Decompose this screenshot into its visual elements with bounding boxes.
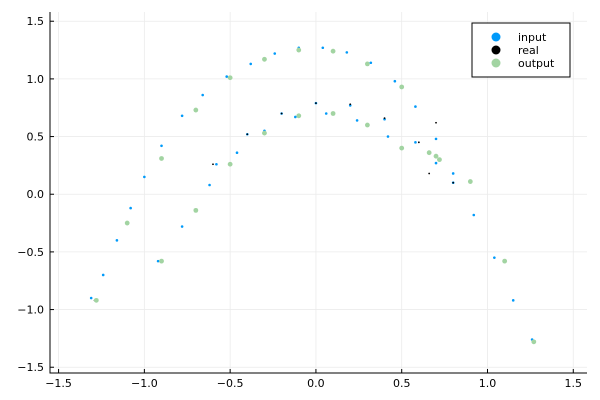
- input-point-12: [321, 46, 325, 50]
- real-point-26: [315, 102, 317, 105]
- axis-lines: [49, 12, 587, 374]
- x-tick-label-6: 1.5: [565, 377, 583, 390]
- output-point-22: [433, 153, 439, 159]
- real-point-22: [428, 172, 431, 175]
- input-point-16: [414, 105, 417, 108]
- y-tick-label-2: −0.5: [17, 246, 44, 259]
- input-point-3: [129, 206, 132, 210]
- legend-output-marker: [491, 58, 501, 68]
- input-point-9: [249, 62, 253, 66]
- legend: input real output: [471, 22, 571, 78]
- input-point-0: [89, 296, 93, 300]
- legend-input-marker: [491, 32, 501, 42]
- input-point-19: [472, 213, 476, 217]
- input-point-17: [434, 137, 438, 141]
- input-point-2: [115, 239, 119, 242]
- output-point-17: [262, 130, 267, 136]
- input-point-38: [414, 141, 417, 144]
- output-point-8: [365, 61, 370, 67]
- output-point-0: [93, 297, 99, 303]
- output-point-18: [296, 113, 302, 119]
- input-point-1: [101, 273, 105, 277]
- output-point-11: [467, 179, 473, 184]
- output-point-3: [193, 107, 199, 113]
- input-point-6: [180, 114, 184, 118]
- output-point-14: [159, 258, 164, 264]
- output-point-10: [426, 150, 432, 156]
- input-point-21: [511, 299, 515, 302]
- real-point-10: [435, 121, 437, 124]
- axes: −1.5 −1.0 −0.5 0.0 0.5 1.0 1.5 −1.5 −1.0 −0.5 0.0 0…: [17, 12, 587, 390]
- x-tick-label-5: 1.0: [479, 377, 497, 390]
- y-tick-label-6: 1.5: [27, 15, 45, 28]
- output-point-1: [124, 220, 130, 226]
- input-point-13: [345, 51, 349, 54]
- input-point-30: [355, 119, 359, 122]
- grid-lines: [50, 12, 587, 373]
- input-point-18: [451, 172, 455, 175]
- output-point-7: [330, 48, 336, 54]
- output-point-21: [399, 145, 405, 151]
- y-tick-label-4: 0.5: [27, 131, 45, 144]
- output-point-19: [330, 111, 336, 116]
- x-tick-label-1: −1.0: [131, 377, 158, 390]
- y-tick-label-0: −1.5: [17, 361, 44, 374]
- y-tick-label-5: 1.0: [27, 73, 45, 86]
- input-point-10: [273, 52, 277, 55]
- input-point-20: [493, 256, 496, 259]
- output-point-15: [193, 207, 199, 213]
- input-point-28: [294, 115, 297, 119]
- y-tick-label-3: 0.0: [27, 188, 45, 201]
- x-tick-label-3: 0.0: [307, 377, 325, 390]
- legend-real-marker: [491, 45, 501, 55]
- real-point-25: [280, 112, 283, 115]
- output-point-6: [296, 47, 302, 53]
- input-point-29: [324, 112, 328, 115]
- output-point-9: [399, 84, 405, 90]
- x-tick-label-4: 0.5: [393, 377, 411, 390]
- legend-box: [471, 22, 571, 78]
- real-point-30: [452, 181, 455, 184]
- output-point-20: [365, 122, 370, 128]
- input-point-4: [143, 175, 146, 179]
- output-point-2: [159, 156, 164, 161]
- output-point-16: [227, 161, 233, 167]
- input-point-15: [393, 79, 397, 83]
- input-point-32: [215, 162, 218, 166]
- output-point-5: [262, 56, 267, 62]
- real-point-23: [212, 163, 214, 166]
- x-tick-label-2: −0.5: [217, 377, 244, 390]
- output-point-13: [531, 339, 537, 345]
- input-point-24: [180, 225, 184, 228]
- legend-output-label: output: [518, 57, 555, 70]
- series-output: [93, 47, 537, 345]
- input-point-26: [235, 151, 239, 155]
- input-point-5: [160, 144, 163, 148]
- output-point-4: [227, 75, 233, 81]
- x-tick-label-0: −1.5: [45, 377, 72, 390]
- legend-input-label: input: [518, 31, 547, 44]
- output-point-23: [437, 157, 442, 163]
- real-point-24: [246, 133, 249, 136]
- data-points: [89, 46, 537, 345]
- input-point-39: [434, 161, 438, 165]
- output-point-12: [502, 258, 508, 264]
- input-point-7: [201, 93, 204, 97]
- input-point-31: [386, 135, 390, 138]
- y-tick-label-1: −1.0: [17, 304, 44, 317]
- input-point-25: [208, 183, 211, 187]
- series-input: [89, 46, 534, 341]
- real-point-29: [417, 141, 420, 144]
- input-point-14: [369, 61, 373, 65]
- real-point-27: [349, 103, 352, 106]
- input-point-8: [225, 75, 229, 78]
- legend-real-label: real: [518, 44, 539, 57]
- real-point-28: [383, 117, 386, 120]
- input-point-23: [156, 259, 160, 263]
